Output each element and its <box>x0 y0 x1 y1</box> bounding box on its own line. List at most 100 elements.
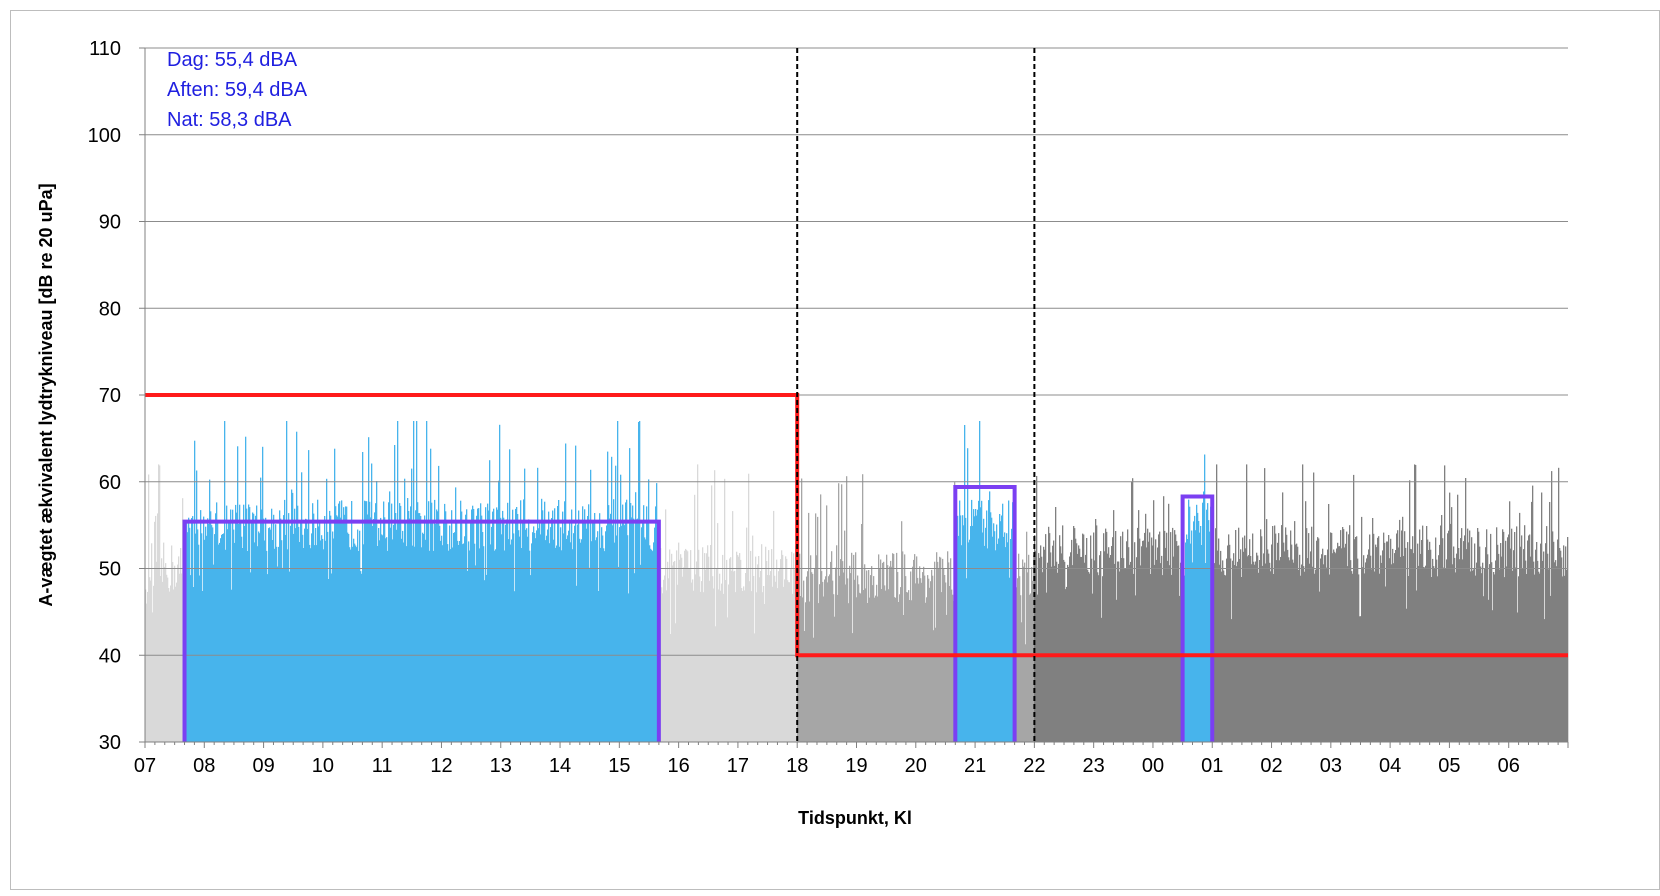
bar-night-background <box>1369 534 1371 742</box>
bar-measured <box>627 535 629 742</box>
bar-day-background <box>664 575 666 742</box>
bar-night-background <box>1099 555 1101 742</box>
bar-measured <box>373 519 375 742</box>
bar-day-background <box>787 580 789 742</box>
bar-measured <box>462 544 464 742</box>
bar-measured <box>213 564 215 742</box>
bar-measured <box>1188 499 1190 742</box>
bar-day-background <box>702 547 704 742</box>
bar-measured <box>571 509 573 742</box>
bar-day-background <box>164 566 166 742</box>
bar-measured <box>331 573 333 742</box>
bar-evening-background <box>816 555 818 742</box>
bar-night-background <box>1305 501 1307 742</box>
bar-night-background <box>1340 530 1342 742</box>
bar-measured <box>1007 542 1009 742</box>
bar-measured <box>996 524 998 742</box>
bar-night-background <box>1558 467 1560 742</box>
bar-evening-background <box>903 615 905 742</box>
bar-night-background <box>1415 465 1417 742</box>
annotation-aften: Aften: 59,4 dBA <box>167 79 308 101</box>
bar-night-background <box>1165 547 1167 742</box>
bar-measured <box>976 515 978 742</box>
bar-measured <box>498 480 500 742</box>
bar-measured <box>618 566 620 742</box>
bar-night-background <box>1080 556 1082 742</box>
bar-measured <box>415 510 417 742</box>
bar-night-background <box>1282 492 1284 742</box>
bar-evening-background <box>870 575 872 742</box>
bar-measured <box>410 506 412 742</box>
bar-night-background <box>1381 562 1383 742</box>
bar-measured <box>1001 515 1003 742</box>
bar-measured <box>449 525 451 742</box>
bar-measured <box>512 509 514 742</box>
bar-measured <box>620 474 622 742</box>
bar-measured <box>281 540 283 742</box>
bar-night-background <box>1263 553 1265 742</box>
bar-night-background <box>1385 586 1387 742</box>
bar-measured <box>306 519 308 742</box>
bar-day-background <box>692 579 694 742</box>
bar-measured <box>973 509 975 742</box>
bar-measured <box>624 525 626 742</box>
bar-evening-background <box>824 579 826 742</box>
bar-night-background <box>1343 529 1345 742</box>
bar-night-background <box>1334 551 1336 742</box>
bar-measured <box>364 500 366 742</box>
bar-night-background <box>1178 545 1180 742</box>
bar-night-background <box>1260 529 1262 742</box>
bar-day-background <box>745 573 747 742</box>
bar-measured <box>613 499 615 742</box>
bar-night-background <box>1134 542 1136 742</box>
bar-evening-background <box>867 603 869 742</box>
bar-evening-background <box>831 551 833 742</box>
bar-night-background <box>1152 545 1154 742</box>
bar-evening-background <box>911 600 913 742</box>
bar-evening-background <box>841 484 843 742</box>
bar-night-background <box>1046 592 1048 742</box>
bar-measured <box>1196 504 1198 742</box>
bar-evening-background <box>806 576 808 742</box>
bar-evening-background <box>858 584 860 742</box>
bar-night-background <box>1229 544 1231 742</box>
bar-measured <box>509 449 511 742</box>
bar-measured <box>1201 545 1203 742</box>
bar-measured <box>470 520 472 742</box>
bar-night-background <box>1275 533 1277 742</box>
bar-night-background <box>1079 548 1081 742</box>
bar-evening-background <box>817 516 819 742</box>
bar-measured <box>325 540 327 742</box>
y-tick-label: 40 <box>99 645 121 667</box>
bar-day-background <box>789 582 791 742</box>
bar-night-background <box>1294 521 1296 742</box>
bar-night-background <box>1346 531 1348 742</box>
bar-night-background <box>1564 575 1566 742</box>
bar-night-background <box>1106 531 1108 742</box>
bar-measured <box>299 542 301 742</box>
bar-day-background <box>767 575 769 742</box>
bar-night-background <box>1077 553 1079 742</box>
bar-day-background <box>710 545 712 742</box>
bar-measured <box>638 422 640 742</box>
bar-measured <box>614 542 616 742</box>
x-tick-label: 17 <box>727 755 749 777</box>
bar-measured <box>293 533 295 742</box>
bar-measured <box>551 518 553 742</box>
bar-night-background <box>1280 557 1282 742</box>
bar-measured <box>418 513 420 742</box>
bar-measured <box>654 527 656 742</box>
bar-night-background <box>1410 548 1412 742</box>
bar-day-background <box>726 559 728 742</box>
bar-measured <box>448 550 450 742</box>
bar-measured <box>505 524 507 742</box>
bar-evening-background <box>800 596 802 742</box>
bar-measured <box>380 517 382 742</box>
bar-night-background <box>1521 535 1523 742</box>
leq-box <box>953 484 1017 742</box>
bar-night-background <box>1379 573 1381 742</box>
bar-night-background <box>1384 542 1386 742</box>
bar-measured <box>485 507 487 742</box>
bar-evening-background <box>913 559 915 742</box>
bar-day-background <box>709 580 711 742</box>
